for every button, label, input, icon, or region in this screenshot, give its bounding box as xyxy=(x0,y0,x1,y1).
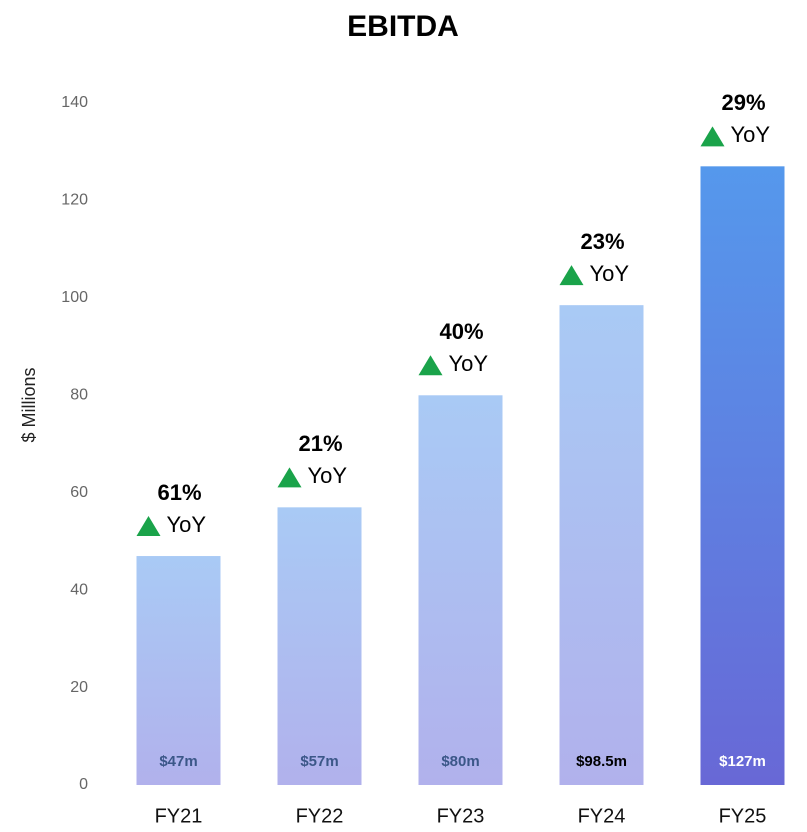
y-tick-label: 100 xyxy=(61,289,88,306)
yoy-arrow xyxy=(559,265,584,286)
yoy-percent: 29% xyxy=(721,90,765,115)
bar xyxy=(136,556,221,785)
y-tick-label: 140 xyxy=(61,94,88,111)
value-label: $98.5m xyxy=(576,753,627,770)
y-tick-label: 80 xyxy=(70,387,88,404)
y-tick-label: 40 xyxy=(70,581,88,598)
y-tick-label: 120 xyxy=(61,192,88,209)
y-tick-label: 60 xyxy=(70,484,88,501)
yoy-arrow xyxy=(136,516,161,537)
yoy-arrow xyxy=(418,355,443,376)
value-label: $57m xyxy=(300,753,338,770)
yoy-label: YoY xyxy=(308,463,348,488)
y-axis-label: $ Millions xyxy=(19,367,39,442)
yoy-percent: 61% xyxy=(157,480,201,505)
value-label: $127m xyxy=(719,753,766,770)
x-tick-label: FY21 xyxy=(155,805,203,827)
yoy-label: YoY xyxy=(167,512,207,537)
bar xyxy=(418,395,503,785)
y-tick-label: 0 xyxy=(79,776,88,793)
yoy-label: YoY xyxy=(731,122,771,147)
x-tick-label: FY24 xyxy=(578,805,626,827)
x-tick-label: FY25 xyxy=(719,805,767,827)
bar xyxy=(277,507,362,785)
yoy-label: YoY xyxy=(590,261,630,286)
yoy-label: YoY xyxy=(449,351,489,376)
yoy-percent: 23% xyxy=(580,229,624,254)
y-tick-label: 20 xyxy=(70,679,88,696)
yoy-arrow xyxy=(700,126,725,147)
value-label: $80m xyxy=(441,753,479,770)
value-label: $47m xyxy=(159,753,197,770)
x-tick-label: FY23 xyxy=(437,805,485,827)
chart-title: EBITDA xyxy=(347,10,459,43)
yoy-percent: 21% xyxy=(298,431,342,456)
bar xyxy=(700,166,785,786)
yoy-percent: 40% xyxy=(439,319,483,344)
x-tick-label: FY22 xyxy=(296,805,344,827)
yoy-arrow xyxy=(277,467,302,488)
bar xyxy=(559,305,644,785)
